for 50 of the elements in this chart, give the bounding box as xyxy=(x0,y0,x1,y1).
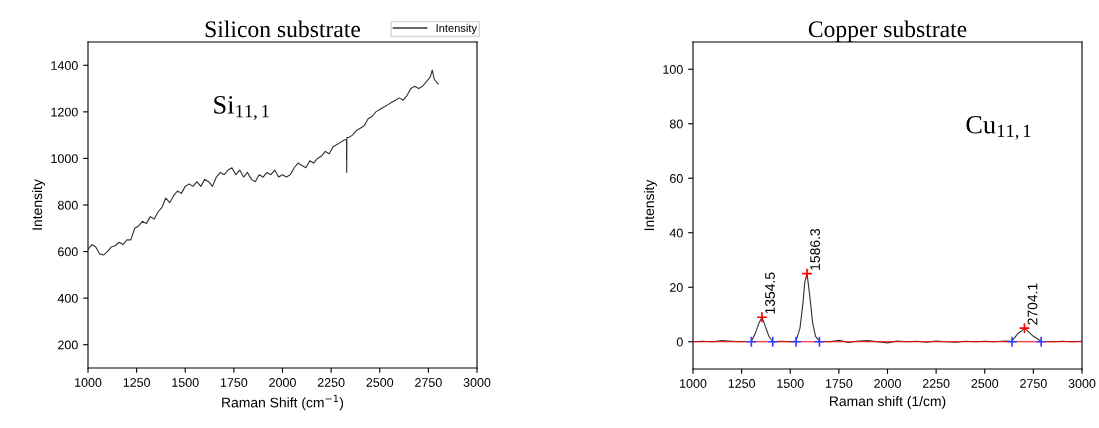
annotation: Cu$_{11,1}$ xyxy=(966,115,1031,140)
x-tick-label: 1750 xyxy=(220,378,248,387)
line-series xyxy=(88,69,439,256)
x-tick-label: 1000 xyxy=(75,378,102,387)
chart-title: Silicon substrate xyxy=(205,20,361,38)
x-tick-label: 3000 xyxy=(463,378,491,387)
x-tick-label: 1750 xyxy=(825,379,853,388)
x-tick-label: 2500 xyxy=(366,378,394,387)
x-tick-label: 1250 xyxy=(123,378,151,387)
y-tick-label: 40 xyxy=(669,228,683,238)
x-tick-label: 3000 xyxy=(1068,379,1096,388)
x-tick-label: 1500 xyxy=(172,378,199,387)
point xyxy=(745,336,758,348)
x-tick-label: 1000 xyxy=(680,379,707,388)
x-axis-title: Raman Shift (cm$^{−1}$) xyxy=(222,394,344,411)
x-axis-title: Raman shift (1/cm) xyxy=(829,395,946,409)
annotation: 1354.5 xyxy=(765,272,775,314)
point xyxy=(813,336,826,348)
y-tick-label: 600 xyxy=(58,247,78,257)
y-tick-label: 20 xyxy=(670,283,683,292)
y-tick-label: 80 xyxy=(669,119,683,129)
chart-title: Copper substrate xyxy=(808,20,967,42)
annotation: 1586.3 xyxy=(810,228,821,270)
x-tick-label: 1250 xyxy=(728,379,756,388)
x-tick-label: 2750 xyxy=(1020,379,1047,388)
x-tick-label: 2000 xyxy=(269,378,296,387)
point xyxy=(790,336,802,348)
y-tick-label: 100 xyxy=(663,65,683,74)
point xyxy=(1035,336,1047,348)
y-tick-label: 400 xyxy=(57,293,78,303)
x-tick-label: 2250 xyxy=(317,378,345,387)
y-tick-label: 1200 xyxy=(51,107,78,117)
x-tick-label: 2750 xyxy=(415,378,442,387)
y-tick-label: 0 xyxy=(676,337,683,347)
y-tick-label: 1400 xyxy=(51,61,78,70)
y-tick-label: 800 xyxy=(57,200,78,210)
y-tick-label: 1000 xyxy=(51,154,78,164)
annotation: 2704.1 xyxy=(1027,283,1038,325)
y-axis-title: Intensity xyxy=(31,179,45,230)
point xyxy=(766,336,779,348)
annotation: Si$_{11,1}$ xyxy=(214,96,269,120)
x-tick-label: 2000 xyxy=(874,379,901,388)
x-tick-label: 2250 xyxy=(922,379,950,388)
legend-label: Intensity xyxy=(436,23,477,35)
y-axis-title: Intensity xyxy=(643,179,657,231)
point xyxy=(1006,336,1018,348)
x-tick-label: 1500 xyxy=(777,379,804,388)
y-tick-label: 60 xyxy=(670,174,683,183)
x-tick-label: 2500 xyxy=(971,379,999,388)
y-tick-label: 200 xyxy=(58,340,78,350)
